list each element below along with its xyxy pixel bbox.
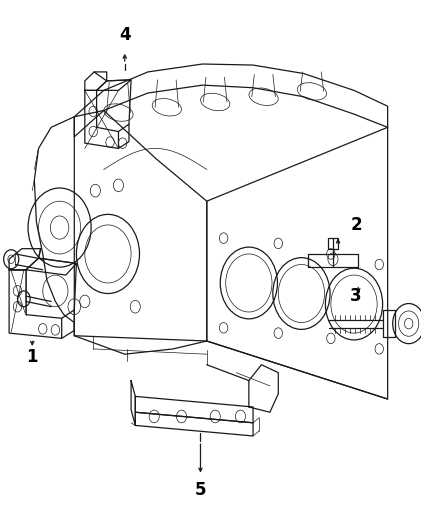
Bar xyxy=(328,238,338,249)
Text: 3: 3 xyxy=(350,287,362,305)
Text: 2: 2 xyxy=(350,216,362,234)
Text: 1: 1 xyxy=(27,348,38,366)
Text: 5: 5 xyxy=(195,481,206,499)
Text: 4: 4 xyxy=(119,26,130,44)
